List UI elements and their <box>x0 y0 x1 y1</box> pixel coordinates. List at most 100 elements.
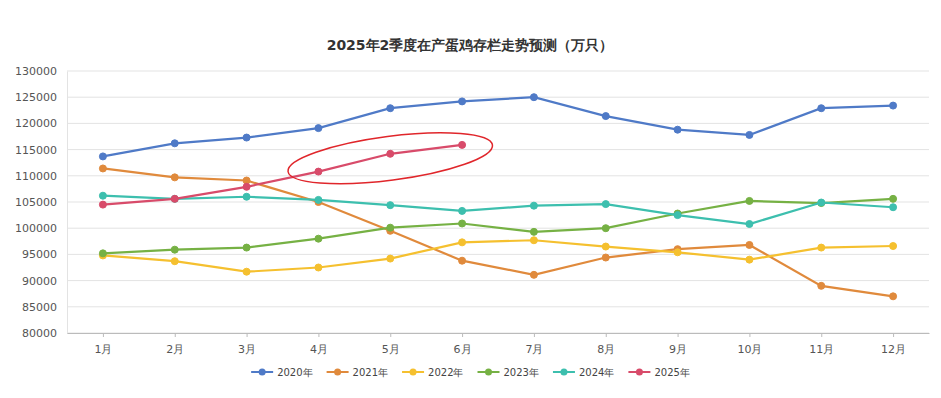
series-marker <box>387 150 394 157</box>
series-line <box>103 240 893 271</box>
series-marker <box>171 195 178 202</box>
series-line <box>103 199 893 253</box>
x-tick-label: 6月 <box>454 343 472 356</box>
series-marker <box>818 244 825 251</box>
series-marker <box>674 212 681 219</box>
x-tick: 10月 <box>737 333 762 356</box>
x-tick-mark <box>821 333 822 337</box>
legend-item: 2024年 <box>553 367 614 378</box>
series-marker <box>171 246 178 253</box>
y-tick: 80000 <box>22 327 67 340</box>
series-marker <box>746 221 753 228</box>
series-marker <box>674 126 681 133</box>
y-axis: 80000 85000 90000 95000 100000 105000 110000 11… <box>15 65 68 340</box>
y-tick: 100000 <box>15 222 67 235</box>
legend-label: 2024年 <box>579 367 614 378</box>
series-marker <box>818 282 825 289</box>
series-marker <box>890 195 897 202</box>
grid-line <box>67 97 929 98</box>
legend-label: 2022年 <box>428 367 463 378</box>
x-tick-mark <box>678 333 679 337</box>
series-marker <box>315 168 322 175</box>
legend-label: 2021年 <box>353 367 388 378</box>
x-tick: 3月 <box>238 333 256 356</box>
series-marker <box>387 255 394 262</box>
x-tick-mark <box>390 333 391 337</box>
series-marker <box>530 94 537 101</box>
grid <box>67 71 929 333</box>
y-tick-label: 90000 <box>22 275 57 288</box>
x-tick: 8月 <box>597 333 615 356</box>
x-tick: 9月 <box>669 333 687 356</box>
series-group <box>99 94 896 300</box>
y-tick: 130000 <box>15 65 67 78</box>
grid-line <box>67 333 929 334</box>
legend-item: 2021年 <box>327 367 388 378</box>
x-tick-label: 7月 <box>525 343 543 356</box>
series-marker <box>387 202 394 209</box>
series-marker <box>459 207 466 214</box>
title: 2025年2季度在产蛋鸡存栏走势预测（万只） <box>327 37 614 53</box>
y-tick-label: 105000 <box>15 196 57 209</box>
x-tick-mark <box>318 333 319 337</box>
series-marker <box>459 141 466 148</box>
y-tick-label: 120000 <box>15 117 57 130</box>
series-marker <box>387 105 394 112</box>
highlight-ellipse <box>285 123 495 193</box>
series-marker <box>387 224 394 231</box>
series-marker <box>99 153 106 160</box>
series-marker <box>99 201 106 208</box>
grid-line <box>67 280 929 281</box>
series-marker <box>602 113 609 120</box>
y-tick: 85000 <box>22 301 67 314</box>
y-tick-label: 130000 <box>15 65 57 78</box>
series-marker <box>746 131 753 138</box>
x-tick: 11月 <box>809 333 834 356</box>
grid-line <box>67 71 929 72</box>
x-tick-label: 4月 <box>310 343 328 356</box>
y-tick: 90000 <box>22 275 67 288</box>
x-tick: 6月 <box>454 333 472 356</box>
x-tick-mark <box>893 333 894 337</box>
x-tick: 7月 <box>525 333 543 356</box>
y-tick: 110000 <box>15 170 67 183</box>
y-tick-label: 110000 <box>15 170 57 183</box>
y-tick-label: 95000 <box>22 248 57 261</box>
series-marker <box>315 125 322 132</box>
series-marker <box>99 165 106 172</box>
x-tick-mark <box>175 333 176 337</box>
series-marker <box>243 134 250 141</box>
legend-label: 2020年 <box>277 367 312 378</box>
legend-marker <box>259 369 266 376</box>
series-marker <box>99 192 106 199</box>
series-marker <box>674 249 681 256</box>
x-tick: 5月 <box>382 333 400 356</box>
series-marker <box>818 199 825 206</box>
grid-line <box>67 254 929 255</box>
x-axis: 1月2月3月4月5月6月7月8月9月10月11月12月 <box>68 333 930 356</box>
y-tick-label: 85000 <box>22 301 57 314</box>
x-tick-mark <box>534 333 535 337</box>
series-marker <box>530 228 537 235</box>
legend-item: 2020年 <box>251 367 312 378</box>
series-marker <box>459 98 466 105</box>
series-marker <box>890 102 897 109</box>
x-tick-label: 12月 <box>881 343 906 356</box>
legend-marker <box>560 369 567 376</box>
x-tick: 1月 <box>94 333 112 356</box>
series-marker <box>243 183 250 190</box>
y-axis-line <box>67 72 68 334</box>
grid-line <box>67 123 929 124</box>
series-marker <box>315 235 322 242</box>
legend-item: 2023年 <box>478 367 539 378</box>
y-tick-label: 115000 <box>15 144 57 157</box>
series-marker <box>530 237 537 244</box>
y-tick: 95000 <box>22 248 67 261</box>
grid-line <box>67 175 929 176</box>
series-marker <box>890 293 897 300</box>
series-line <box>103 196 893 224</box>
series-marker <box>171 174 178 181</box>
x-axis-line <box>68 333 930 334</box>
x-tick-mark <box>606 333 607 337</box>
chart: 2025年2季度在产蛋鸡存栏走势预测（万只） 80000 85000 90000 950… <box>0 0 941 398</box>
